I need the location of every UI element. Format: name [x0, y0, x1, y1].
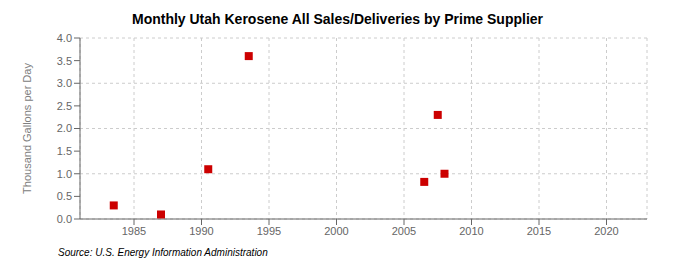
html-text:Monthly Utah Kerosene All Sale: Monthly Utah Kerosene All Sales/Deliveri… — [132, 11, 543, 27]
svg-text:4.0: 4.0 — [57, 32, 72, 44]
svg-text:2000: 2000 — [324, 225, 348, 237]
svg-text:2010: 2010 — [459, 225, 483, 237]
html-text:Source: U.S. Energy Informatio: Source: U.S. Energy Information Administ… — [58, 247, 268, 258]
svg-text:1.5: 1.5 — [57, 145, 72, 157]
svg-text:0.0: 0.0 — [57, 213, 72, 225]
svg-text:0.5: 0.5 — [57, 190, 72, 202]
svg-text:1990: 1990 — [189, 225, 213, 237]
svg-text:Thousand Gallons per Day: Thousand Gallons per Day — [21, 63, 33, 194]
svg-text:1.0: 1.0 — [57, 168, 72, 180]
svg-text:2005: 2005 — [392, 225, 416, 237]
svg-text:1985: 1985 — [122, 225, 146, 237]
svg-text:2.0: 2.0 — [57, 122, 72, 134]
svg-text:2015: 2015 — [527, 225, 551, 237]
svg-text:2.5: 2.5 — [57, 100, 72, 112]
svg-text:2020: 2020 — [594, 225, 618, 237]
svg-text:3.0: 3.0 — [57, 77, 72, 89]
svg-text:3.5: 3.5 — [57, 55, 72, 67]
svg-text:1995: 1995 — [257, 225, 281, 237]
